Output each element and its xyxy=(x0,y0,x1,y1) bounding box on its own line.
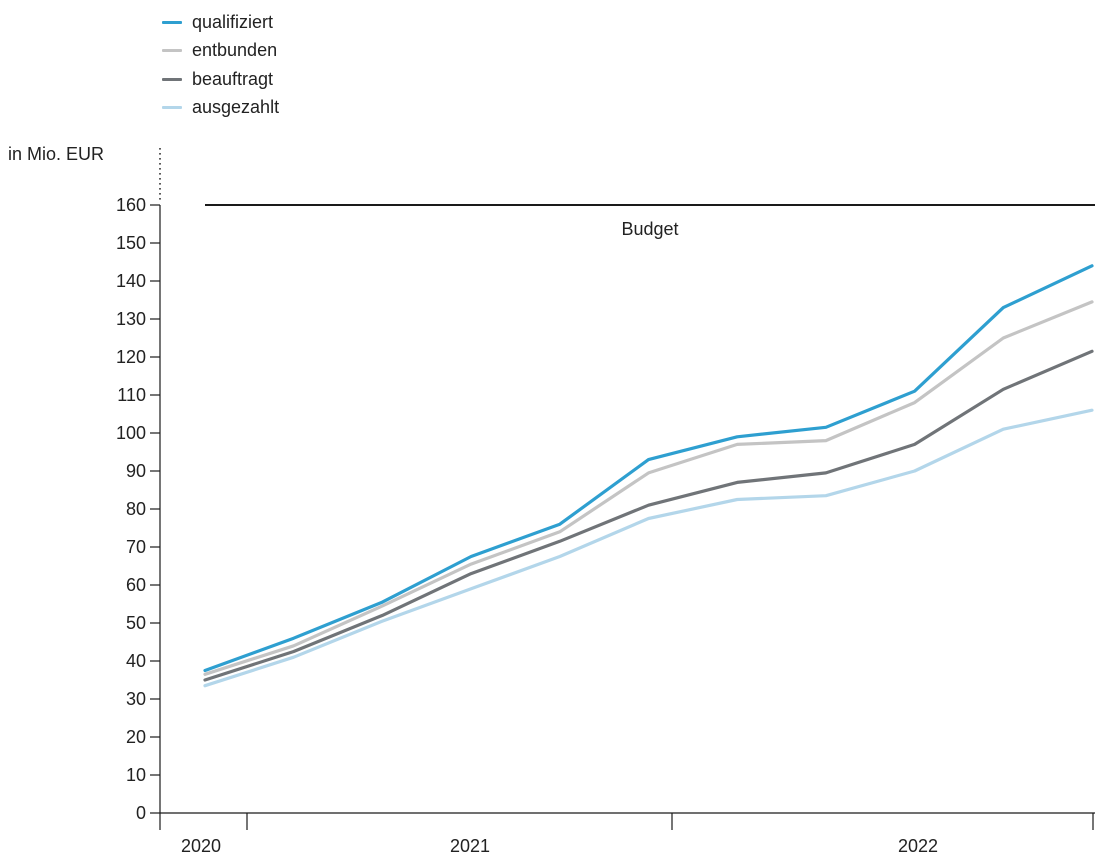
y-tick-label-140: 140 xyxy=(116,271,146,291)
y-axis-unit-label: in Mio. EUR xyxy=(8,144,105,164)
x-period-label-2020: 2020 xyxy=(181,836,221,855)
legend-swatch-entbunden xyxy=(162,49,182,53)
y-tick-label-30: 30 xyxy=(126,689,146,709)
y-tick-label-150: 150 xyxy=(116,233,146,253)
legend-label-entbunden: entbunden xyxy=(192,40,278,61)
y-tick-label-40: 40 xyxy=(126,651,146,671)
x-period-label-2022: 2022 xyxy=(898,836,938,855)
budget-label: Budget xyxy=(621,219,678,239)
legend-swatch-ausgezahlt xyxy=(162,106,182,110)
y-tick-label-70: 70 xyxy=(126,537,146,557)
series-line-ausgezahlt xyxy=(203,408,1094,688)
y-tick-label-80: 80 xyxy=(126,499,146,519)
x-period-label-2021: 2021 xyxy=(450,836,490,855)
series-line-beauftragt xyxy=(203,349,1094,682)
legend-swatch-qualifiziert xyxy=(162,20,182,24)
y-tick-label-50: 50 xyxy=(126,613,146,633)
y-tick-label-100: 100 xyxy=(116,423,146,443)
y-tick-label-120: 120 xyxy=(116,347,146,367)
legend-label-beauftragt: beauftragt xyxy=(192,68,274,89)
legend-item-entbunden: entbunden xyxy=(162,37,279,66)
y-tick-label-110: 110 xyxy=(117,385,146,405)
legend-swatch-beauftragt xyxy=(162,77,182,81)
chart-legend: qualifiziert entbunden beauftragt ausgez… xyxy=(162,8,279,122)
series-line-qualifiziert xyxy=(203,264,1094,673)
legend-item-ausgezahlt: ausgezahlt xyxy=(162,94,279,123)
legend-item-qualifiziert: qualifiziert xyxy=(162,8,279,37)
legend-item-beauftragt: beauftragt xyxy=(162,65,279,94)
y-tick-label-60: 60 xyxy=(126,575,146,595)
legend-label-ausgezahlt: ausgezahlt xyxy=(192,97,280,118)
y-tick-label-160: 160 xyxy=(116,195,146,215)
legend-label-qualifiziert: qualifiziert xyxy=(192,11,274,32)
y-tick-label-130: 130 xyxy=(116,309,146,329)
series-line-entbunden xyxy=(203,300,1094,676)
y-tick-label-10: 10 xyxy=(126,765,146,785)
y-tick-label-0: 0 xyxy=(136,803,146,823)
y-tick-label-20: 20 xyxy=(126,727,146,747)
y-tick-label-90: 90 xyxy=(126,461,146,481)
